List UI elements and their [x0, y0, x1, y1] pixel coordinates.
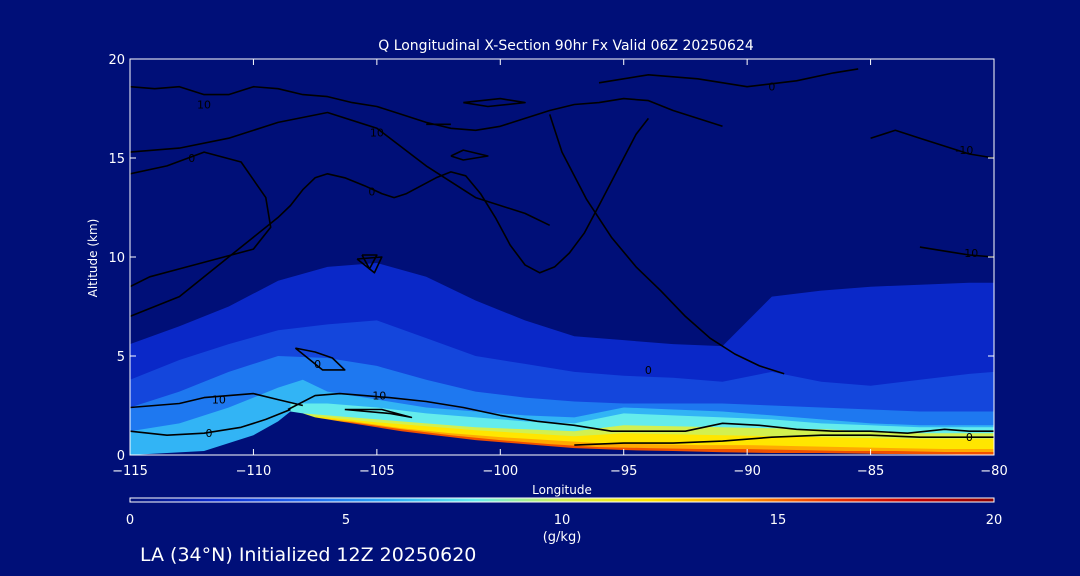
contour-label-0: 0 [205, 427, 212, 440]
footer-init-text: LA (34°N) Initialized 12Z 20250620 [140, 544, 476, 566]
contour-label-10: -10 [955, 144, 973, 157]
contour-label-11: -10 [960, 247, 978, 260]
terrain [130, 411, 994, 455]
contour-label-5: 10 [370, 126, 384, 139]
x-axis: −115 −110 −105 −100 −95 −90 −85 −80 [112, 59, 1008, 479]
colorbar-label: (g/kg) [543, 530, 582, 545]
y-tick-label: 5 [117, 350, 125, 365]
contour-label-1: 0 [966, 431, 973, 444]
contour-line-10 [870, 129, 994, 159]
contour-label-8: 0 [768, 81, 775, 94]
contour-lines: 0 0 10 10 10 10 0 0 0 0 -10 -10 0 [130, 68, 994, 446]
contour-line-6 [130, 151, 272, 288]
contour-line-4 [130, 85, 723, 132]
plot-area: 0 0 10 10 10 10 0 0 0 0 -10 -10 0 [130, 68, 994, 455]
y-axis: 0 5 10 15 20 [108, 53, 994, 464]
contour-line-11 [919, 246, 994, 258]
contour-line-5 [130, 111, 551, 227]
colorbar-tick-label: 5 [342, 513, 350, 528]
y-axis-label: Altitude (km) [86, 219, 100, 298]
contour-line-7 [130, 117, 650, 318]
x-axis-label: Longitude [532, 483, 592, 497]
colorbar-frame [129, 497, 995, 503]
contour-label-9: 0 [645, 364, 652, 377]
contour-label-12: 0 [314, 358, 321, 371]
contour-line-9 [548, 114, 785, 375]
contour-line-16 [450, 149, 489, 161]
x-tick-label: −115 [112, 464, 148, 479]
contour-line-8 [598, 68, 859, 88]
x-tick-label: −100 [482, 464, 518, 479]
contour-line-14 [361, 254, 378, 270]
contour-label-2: 10 [212, 394, 226, 407]
colorbar-ticks: 0 5 10 15 20 [126, 513, 1002, 528]
colorbar-tick-label: 0 [126, 513, 134, 528]
chart-title: Q Longitudinal X-Section 90hr Fx Valid 0… [378, 38, 754, 54]
contour-label-4: 10 [197, 99, 211, 112]
contour-label-6: 0 [188, 152, 195, 165]
colorbar-tick-label: 15 [770, 513, 787, 528]
contour-line-0 [130, 408, 291, 436]
contour-label-7: 0 [368, 186, 375, 199]
contour-line-12 [294, 347, 346, 371]
y-tick-label: 15 [108, 152, 125, 167]
contour-line-2 [130, 392, 303, 409]
x-tick-label: −110 [236, 464, 272, 479]
y-tick-label: 0 [117, 449, 125, 464]
y-tick-label: 10 [108, 251, 125, 266]
x-tick-label: −95 [610, 464, 637, 479]
x-tick-label: −90 [733, 464, 760, 479]
colorbar: 0 5 10 15 20 (g/kg) [126, 497, 1002, 545]
contour-line-1 [574, 434, 994, 446]
contour-line-15 [344, 408, 413, 419]
y-tick-label: 20 [108, 53, 125, 68]
contour-label-3: 10 [372, 390, 386, 403]
contour-line-17 [463, 97, 526, 108]
x-tick-label: −85 [857, 464, 884, 479]
x-tick-label: −105 [359, 464, 395, 479]
colorbar-strip [130, 498, 994, 502]
contour-line-3 [287, 392, 994, 434]
x-tick-label: −80 [980, 464, 1007, 479]
colorbar-tick-label: 20 [986, 513, 1003, 528]
contour-line-13 [356, 256, 383, 274]
colorbar-tick-label: 10 [554, 513, 571, 528]
